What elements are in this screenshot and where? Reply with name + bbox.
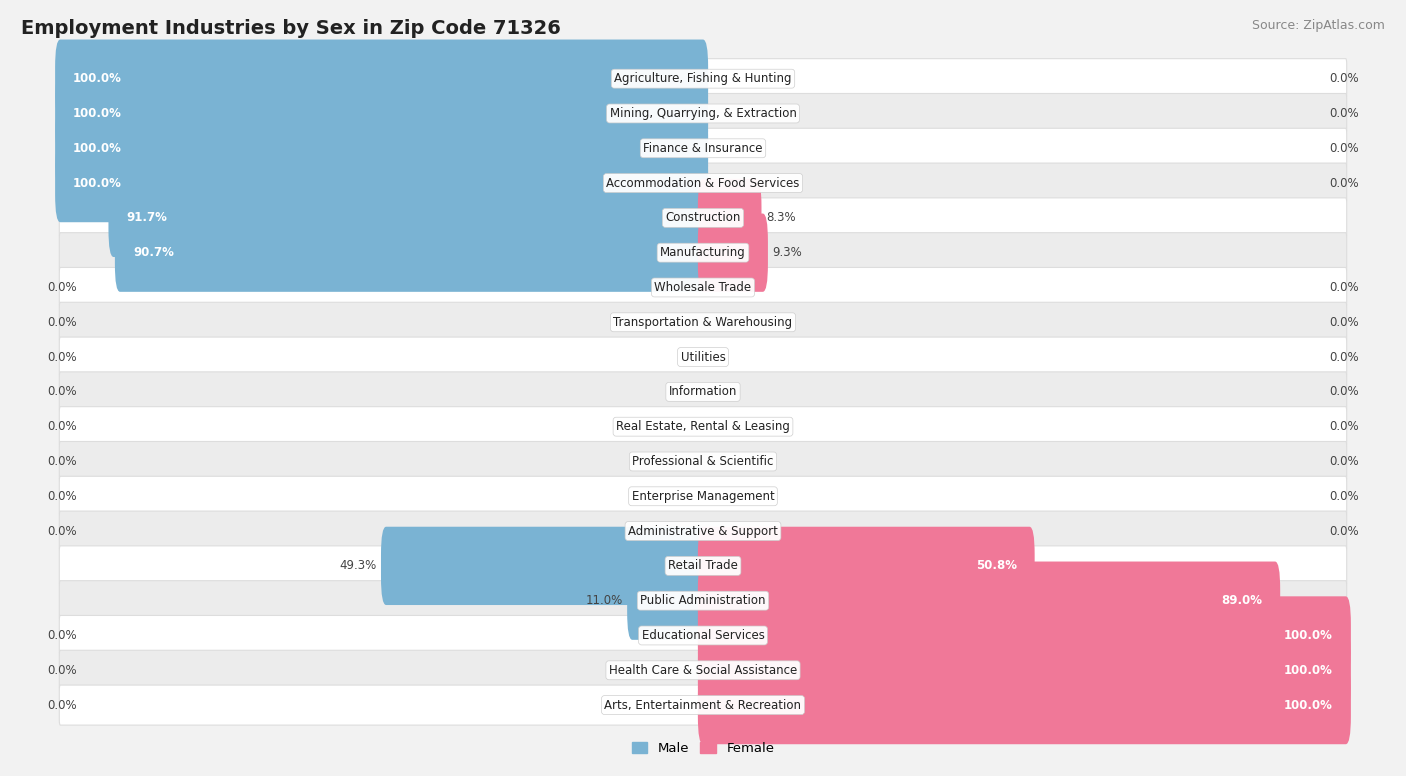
Text: 0.0%: 0.0% (1329, 386, 1358, 398)
Text: 90.7%: 90.7% (134, 246, 174, 259)
Text: Transportation & Warehousing: Transportation & Warehousing (613, 316, 793, 329)
Text: 0.0%: 0.0% (48, 316, 77, 329)
FancyBboxPatch shape (108, 178, 709, 257)
FancyBboxPatch shape (59, 93, 1347, 133)
Text: 0.0%: 0.0% (1329, 142, 1358, 154)
Text: Public Administration: Public Administration (640, 594, 766, 607)
Text: 91.7%: 91.7% (127, 211, 167, 224)
FancyBboxPatch shape (55, 74, 709, 153)
Text: 0.0%: 0.0% (48, 663, 77, 677)
FancyBboxPatch shape (55, 109, 709, 188)
Text: 0.0%: 0.0% (1329, 72, 1358, 85)
FancyBboxPatch shape (59, 685, 1347, 725)
Text: Wholesale Trade: Wholesale Trade (654, 281, 752, 294)
Text: 0.0%: 0.0% (1329, 490, 1358, 503)
Text: Retail Trade: Retail Trade (668, 559, 738, 573)
Legend: Male, Female: Male, Female (626, 736, 780, 760)
Text: 100.0%: 100.0% (73, 177, 122, 189)
Text: 89.0%: 89.0% (1222, 594, 1263, 607)
FancyBboxPatch shape (59, 303, 1347, 342)
FancyBboxPatch shape (59, 511, 1347, 551)
Text: 0.0%: 0.0% (48, 386, 77, 398)
Text: 100.0%: 100.0% (73, 142, 122, 154)
Text: 0.0%: 0.0% (1329, 177, 1358, 189)
Text: Real Estate, Rental & Leasing: Real Estate, Rental & Leasing (616, 420, 790, 433)
FancyBboxPatch shape (59, 337, 1347, 377)
Text: Employment Industries by Sex in Zip Code 71326: Employment Industries by Sex in Zip Code… (21, 19, 561, 38)
Text: Enterprise Management: Enterprise Management (631, 490, 775, 503)
Text: Information: Information (669, 386, 737, 398)
Text: 100.0%: 100.0% (1284, 629, 1333, 642)
FancyBboxPatch shape (59, 128, 1347, 168)
Text: 11.0%: 11.0% (585, 594, 623, 607)
FancyBboxPatch shape (59, 233, 1347, 272)
Text: Finance & Insurance: Finance & Insurance (644, 142, 762, 154)
Text: 0.0%: 0.0% (1329, 316, 1358, 329)
FancyBboxPatch shape (697, 527, 1035, 605)
Text: 0.0%: 0.0% (1329, 455, 1358, 468)
FancyBboxPatch shape (697, 178, 762, 257)
Text: 0.0%: 0.0% (1329, 351, 1358, 364)
Text: 8.3%: 8.3% (766, 211, 796, 224)
Text: 0.0%: 0.0% (48, 281, 77, 294)
FancyBboxPatch shape (59, 59, 1347, 99)
Text: 0.0%: 0.0% (48, 525, 77, 538)
Text: 100.0%: 100.0% (73, 107, 122, 120)
Text: 0.0%: 0.0% (48, 455, 77, 468)
Text: 0.0%: 0.0% (1329, 525, 1358, 538)
Text: 49.3%: 49.3% (339, 559, 377, 573)
FancyBboxPatch shape (55, 40, 709, 118)
Text: Professional & Scientific: Professional & Scientific (633, 455, 773, 468)
Text: 0.0%: 0.0% (48, 420, 77, 433)
Text: 100.0%: 100.0% (1284, 663, 1333, 677)
Text: 0.0%: 0.0% (1329, 107, 1358, 120)
Text: Administrative & Support: Administrative & Support (628, 525, 778, 538)
FancyBboxPatch shape (59, 580, 1347, 621)
FancyBboxPatch shape (697, 631, 1351, 709)
FancyBboxPatch shape (59, 198, 1347, 238)
Text: 100.0%: 100.0% (73, 72, 122, 85)
FancyBboxPatch shape (59, 372, 1347, 412)
FancyBboxPatch shape (115, 213, 709, 292)
Text: 50.8%: 50.8% (976, 559, 1017, 573)
Text: 0.0%: 0.0% (48, 629, 77, 642)
FancyBboxPatch shape (59, 476, 1347, 516)
Text: 100.0%: 100.0% (1284, 698, 1333, 712)
FancyBboxPatch shape (55, 144, 709, 222)
Text: Construction: Construction (665, 211, 741, 224)
FancyBboxPatch shape (59, 268, 1347, 307)
Text: 9.3%: 9.3% (772, 246, 803, 259)
Text: Educational Services: Educational Services (641, 629, 765, 642)
Text: Accommodation & Food Services: Accommodation & Food Services (606, 177, 800, 189)
FancyBboxPatch shape (697, 213, 768, 292)
FancyBboxPatch shape (59, 407, 1347, 447)
FancyBboxPatch shape (59, 163, 1347, 203)
FancyBboxPatch shape (59, 615, 1347, 656)
FancyBboxPatch shape (627, 562, 709, 640)
Text: Health Care & Social Assistance: Health Care & Social Assistance (609, 663, 797, 677)
Text: Source: ZipAtlas.com: Source: ZipAtlas.com (1251, 19, 1385, 33)
Text: Manufacturing: Manufacturing (661, 246, 745, 259)
Text: 0.0%: 0.0% (48, 698, 77, 712)
Text: 0.0%: 0.0% (1329, 281, 1358, 294)
Text: Agriculture, Fishing & Hunting: Agriculture, Fishing & Hunting (614, 72, 792, 85)
FancyBboxPatch shape (381, 527, 709, 605)
Text: Arts, Entertainment & Recreation: Arts, Entertainment & Recreation (605, 698, 801, 712)
Text: Utilities: Utilities (681, 351, 725, 364)
FancyBboxPatch shape (697, 562, 1281, 640)
FancyBboxPatch shape (59, 546, 1347, 586)
FancyBboxPatch shape (59, 650, 1347, 691)
FancyBboxPatch shape (697, 596, 1351, 674)
Text: 0.0%: 0.0% (48, 351, 77, 364)
FancyBboxPatch shape (697, 666, 1351, 744)
Text: 0.0%: 0.0% (48, 490, 77, 503)
FancyBboxPatch shape (59, 442, 1347, 481)
Text: 0.0%: 0.0% (1329, 420, 1358, 433)
Text: Mining, Quarrying, & Extraction: Mining, Quarrying, & Extraction (610, 107, 796, 120)
